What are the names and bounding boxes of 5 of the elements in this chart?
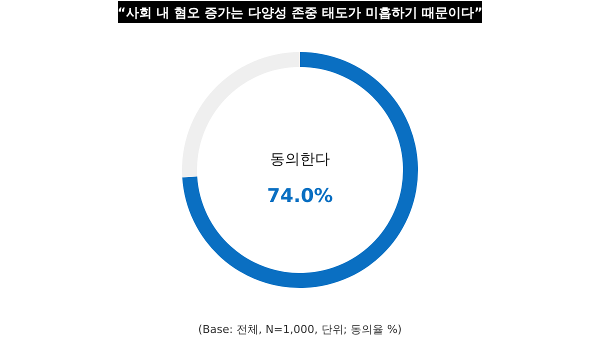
text: (Base: 전체, N=1,000, 단위; 동의율 %): [198, 323, 402, 336]
donut-slice: [182, 52, 418, 288]
chart-title: “사회 내 혐오 증가는 다양성 존중 태도가 미흡하기 때문이다”: [117, 6, 483, 21]
data-label: 74.0%: [267, 185, 333, 207]
slice-label: 동의한다: [270, 150, 330, 168]
